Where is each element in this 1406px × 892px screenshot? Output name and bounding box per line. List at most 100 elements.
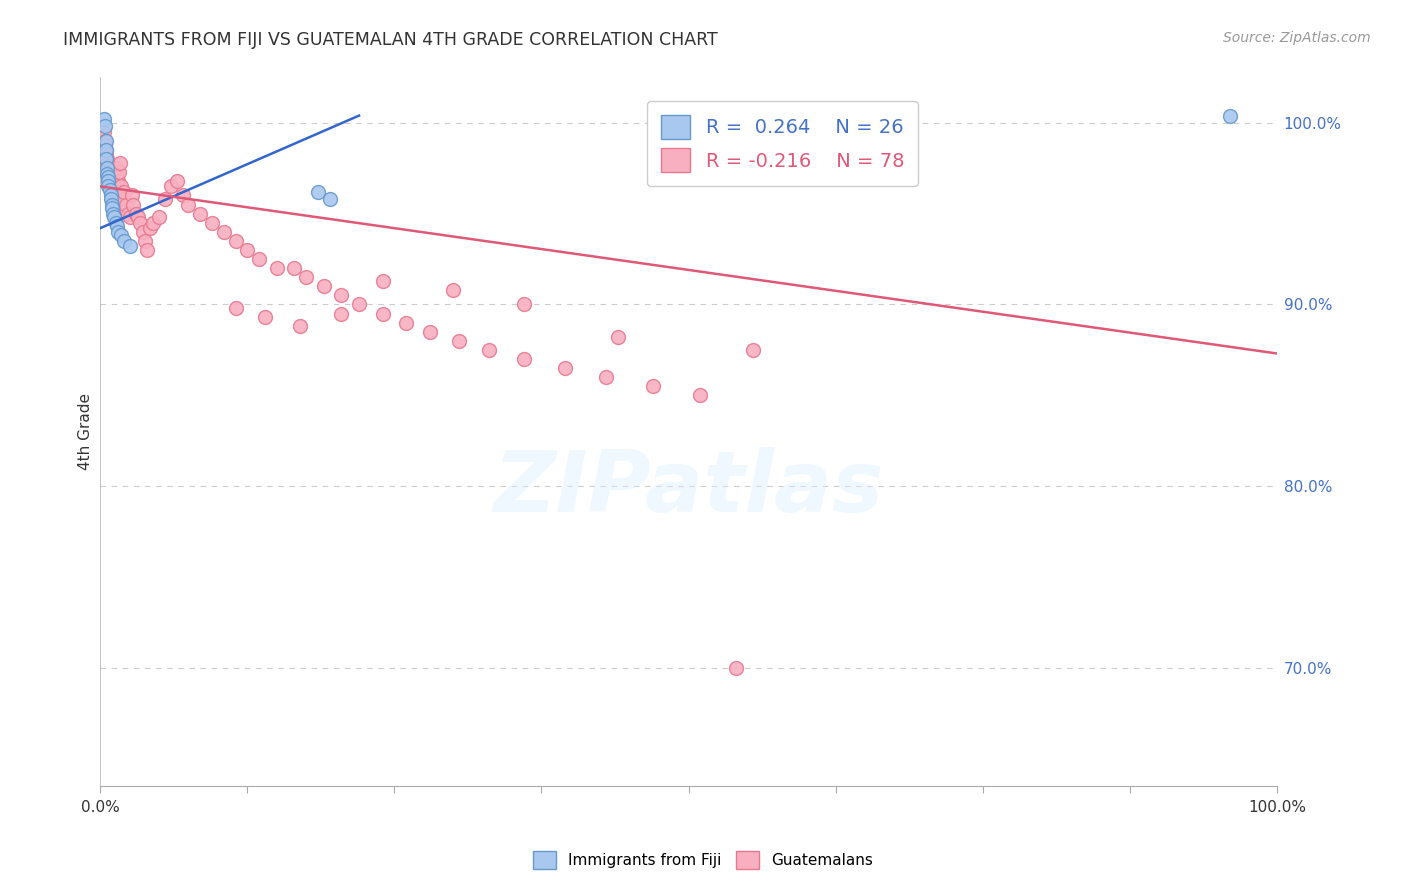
- Text: IMMIGRANTS FROM FIJI VS GUATEMALAN 4TH GRADE CORRELATION CHART: IMMIGRANTS FROM FIJI VS GUATEMALAN 4TH G…: [63, 31, 718, 49]
- Text: ZIPatlas: ZIPatlas: [494, 447, 883, 530]
- Point: [153, 192, 176, 206]
- Point: [101, 197, 124, 211]
- Point: [93, 125, 115, 139]
- Point: [97, 179, 120, 194]
- Point: [138, 221, 160, 235]
- Point: [177, 197, 200, 211]
- Legend: R =  0.264    N = 26, R = -0.216    N = 78: R = 0.264 N = 26, R = -0.216 N = 78: [647, 102, 918, 186]
- Point: [94, 134, 117, 148]
- Point: [101, 201, 124, 215]
- Point: [104, 216, 127, 230]
- Point: [101, 188, 124, 202]
- Point: [290, 319, 312, 334]
- Point: [134, 234, 156, 248]
- Point: [101, 207, 124, 221]
- Point: [108, 165, 131, 179]
- Point: [117, 207, 139, 221]
- Point: [110, 156, 132, 170]
- Point: [94, 143, 117, 157]
- Point: [94, 152, 117, 166]
- Point: [142, 216, 165, 230]
- Point: [554, 361, 576, 376]
- Point: [98, 170, 121, 185]
- Point: [318, 192, 340, 206]
- Point: [129, 216, 152, 230]
- Point: [172, 188, 194, 202]
- Point: [742, 343, 765, 357]
- Point: [212, 225, 235, 239]
- Point: [100, 179, 122, 194]
- Point: [330, 306, 353, 320]
- Point: [107, 174, 129, 188]
- Point: [100, 185, 122, 199]
- Point: [371, 306, 394, 320]
- Point: [118, 211, 141, 225]
- Point: [347, 297, 370, 311]
- Point: [96, 167, 118, 181]
- Point: [330, 288, 353, 302]
- Point: [127, 211, 149, 225]
- Point: [724, 660, 747, 674]
- Point: [110, 179, 132, 194]
- Point: [122, 197, 145, 211]
- Point: [121, 188, 143, 202]
- Point: [225, 301, 247, 315]
- Point: [118, 239, 141, 253]
- Point: [110, 228, 132, 243]
- Point: [93, 112, 115, 127]
- Point: [111, 192, 134, 206]
- Point: [97, 174, 120, 188]
- Point: [166, 174, 188, 188]
- Point: [513, 351, 536, 366]
- Point: [97, 167, 120, 181]
- Point: [419, 325, 441, 339]
- Point: [101, 197, 124, 211]
- Point: [94, 134, 117, 148]
- Point: [595, 370, 617, 384]
- Point: [104, 161, 127, 176]
- Point: [201, 216, 224, 230]
- Point: [112, 234, 135, 248]
- Point: [395, 316, 418, 330]
- Point: [96, 152, 118, 166]
- Point: [97, 170, 120, 185]
- Point: [131, 225, 153, 239]
- Point: [96, 158, 118, 172]
- Point: [101, 194, 124, 208]
- Point: [94, 120, 117, 134]
- Text: Source: ZipAtlas.com: Source: ZipAtlas.com: [1223, 31, 1371, 45]
- Point: [371, 274, 394, 288]
- Point: [513, 297, 536, 311]
- Point: [295, 270, 318, 285]
- Point: [100, 188, 122, 202]
- Point: [283, 261, 305, 276]
- Point: [124, 207, 146, 221]
- Point: [94, 137, 117, 152]
- Point: [94, 146, 117, 161]
- Point: [643, 379, 665, 393]
- Point: [253, 310, 276, 325]
- Point: [689, 388, 711, 402]
- Point: [236, 243, 259, 257]
- Point: [103, 211, 125, 225]
- Point: [98, 176, 121, 190]
- Point: [100, 192, 122, 206]
- Point: [159, 179, 181, 194]
- Point: [441, 283, 464, 297]
- Point: [307, 185, 329, 199]
- Point: [225, 234, 247, 248]
- Point: [449, 334, 471, 348]
- Point: [112, 185, 135, 199]
- Point: [98, 183, 121, 197]
- Point: [148, 211, 170, 225]
- Point: [312, 279, 335, 293]
- Point: [103, 188, 125, 202]
- Point: [606, 330, 628, 344]
- Point: [94, 143, 117, 157]
- Point: [266, 261, 288, 276]
- Point: [188, 207, 211, 221]
- Legend: Immigrants from Fiji, Guatemalans: Immigrants from Fiji, Guatemalans: [526, 845, 880, 875]
- Point: [1219, 109, 1241, 123]
- Point: [105, 219, 128, 234]
- Point: [105, 170, 128, 185]
